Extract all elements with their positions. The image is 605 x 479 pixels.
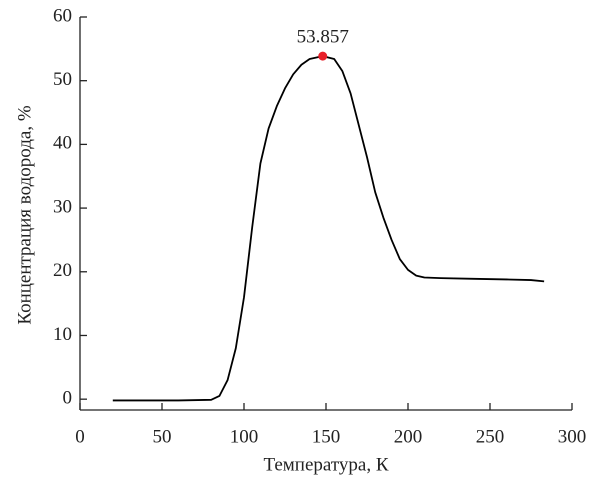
y-tick-label: 40	[53, 133, 72, 154]
x-tick-label: 200	[394, 426, 423, 447]
y-tick-label: 20	[53, 260, 72, 281]
peak-label: 53.857	[297, 26, 349, 47]
y-tick-label: 50	[53, 69, 72, 90]
y-tick-label: 10	[53, 324, 72, 345]
x-tick-label: 250	[476, 426, 505, 447]
y-tick-label: 60	[53, 5, 72, 26]
peak-point	[318, 51, 328, 61]
y-axis-label: Концентрация водорода, %	[14, 105, 35, 324]
line	[112, 55, 545, 402]
x-tick-label: 0	[75, 426, 85, 447]
x-axis-label: Температура, К	[263, 454, 388, 475]
x-tick-label: 150	[312, 426, 341, 447]
y-tick-label: 0	[63, 388, 73, 409]
y-tick-label: 30	[53, 196, 72, 217]
x-tick-label: 50	[153, 426, 172, 447]
x-tick-label: 300	[558, 426, 587, 447]
x-tick-label: 100	[230, 426, 259, 447]
